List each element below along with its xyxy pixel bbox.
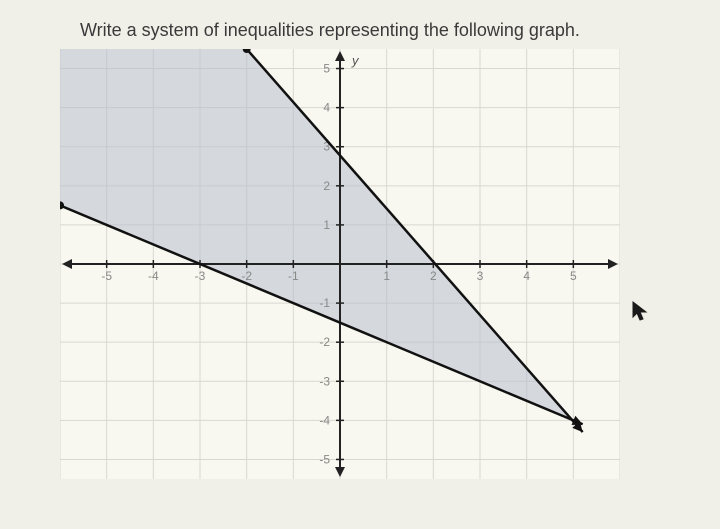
inequality-chart: -5-4-3-2-11234554321-1-2-3-4-5y <box>60 49 620 479</box>
svg-text:-5: -5 <box>319 452 330 466</box>
svg-text:-5: -5 <box>101 269 112 283</box>
svg-text:-1: -1 <box>319 296 330 310</box>
svg-text:2: 2 <box>323 179 330 193</box>
page-title: Write a system of inequalities represent… <box>80 20 660 41</box>
svg-text:4: 4 <box>323 101 330 115</box>
svg-text:5: 5 <box>323 62 330 76</box>
svg-text:-4: -4 <box>319 413 330 427</box>
svg-text:4: 4 <box>523 269 530 283</box>
svg-text:-1: -1 <box>288 269 299 283</box>
svg-text:1: 1 <box>383 269 390 283</box>
svg-text:-2: -2 <box>319 335 330 349</box>
svg-text:1: 1 <box>323 218 330 232</box>
svg-text:5: 5 <box>570 269 577 283</box>
svg-text:-3: -3 <box>319 374 330 388</box>
svg-text:-3: -3 <box>195 269 206 283</box>
mouse-cursor-icon <box>630 300 652 329</box>
svg-text:3: 3 <box>477 269 484 283</box>
svg-text:2: 2 <box>430 269 437 283</box>
chart-svg: -5-4-3-2-11234554321-1-2-3-4-5y <box>60 49 620 479</box>
svg-text:-4: -4 <box>148 269 159 283</box>
